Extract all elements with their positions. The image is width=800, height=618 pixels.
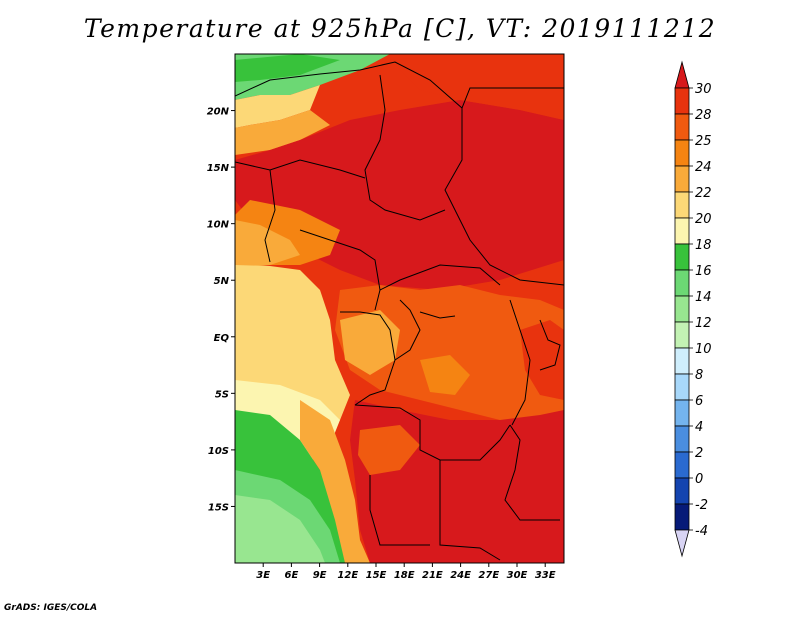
x-tick-label: 6E [285,570,299,581]
chart-title: Temperature at 925hPa [C], VT: 201911121… [83,14,717,43]
colorbar-swatch [674,295,690,323]
colorbar-label: -4 [695,524,708,539]
colorbar-label: 25 [695,134,712,149]
colorbar-swatch [674,217,690,245]
plot-frame [234,53,565,564]
northeast-zone [390,54,564,120]
coastal-amber-strip [300,400,370,563]
x-tick-label: 12E [337,570,358,581]
colorbar-swatch [674,113,690,141]
colorbar-label: 24 [695,160,712,175]
colorbar-label: 18 [695,238,712,253]
y-axis: 20N 15N 10N 5N EQ 5S 10S 15S [207,107,235,513]
colorbar-label: 12 [695,316,712,331]
colorbar-label: 2 [695,446,703,461]
x-tick-label: 27E [478,570,499,581]
colorbar-label: 4 [695,420,703,435]
east-africa-zone [520,320,564,400]
colorbar-swatch [674,165,690,193]
x-tick-label: 18E [394,570,415,581]
y-tick-label: 15N [207,163,230,174]
x-tick-label: 30E [507,570,528,581]
country-borders [235,61,564,561]
y-tick-label: 15S [208,502,229,513]
colorbar-swatch [674,60,690,89]
west-coast-amber [235,220,300,268]
colorbar-label: 0 [695,472,703,487]
colorbar-swatch [674,425,690,453]
temperature-map [235,54,564,563]
x-tick-label: 15E [366,570,387,581]
colorbar-swatch [674,191,690,219]
south-atlantic-pale [235,495,325,563]
colorbar-label: 10 [695,342,712,357]
north-orange-band [235,110,330,155]
y-tick-label: 5N [214,276,230,287]
angola-zambia-hot-zone [350,400,564,563]
colorbar-swatch [674,347,690,375]
y-tick-label: 10S [208,446,229,457]
north-warm-band [235,85,320,128]
y-tick-label: 10N [207,220,230,231]
y-tick-label: 5S [215,389,229,400]
colorbar-swatch [674,243,690,271]
colorbar-label: 14 [695,290,712,305]
colorbar-label: 8 [695,368,703,383]
colorbar-label: 30 [695,82,712,97]
colorbar-label: 22 [695,186,712,201]
colorbar-swatch [674,503,690,531]
colorbar-swatch [674,139,690,167]
angola-orange-patch [358,425,420,475]
colorbar-swatch [674,373,690,401]
y-tick-label: 20N [207,107,230,118]
colorbar-swatch [674,451,690,479]
colorbar-label: 28 [695,108,712,123]
congo-basin-zone [335,285,564,420]
gabon-amber-zone [340,310,400,375]
colorbar-label: -2 [695,498,708,513]
central-orange-patch [420,355,470,395]
north-cold-core [235,54,340,82]
colorbar-swatch [674,321,690,349]
y-tick-label: EQ [214,333,230,344]
x-tick-label: 3E [256,570,270,581]
colorbar-swatch [674,477,690,505]
colorbar-swatch [674,399,690,427]
colorbar-label: 6 [695,394,703,409]
x-tick-label: 9E [313,570,327,581]
colorbar-label: 20 [695,212,712,227]
footer-credit: GrADS: IGES/COLA [4,603,98,613]
x-axis: 3E 6E 9E 12E 15E 18E 21E 24E 27E 30E 33E [256,563,556,581]
colorbar-swatch [674,529,690,558]
x-tick-label: 21E [422,570,443,581]
colorbar-label: 16 [695,264,712,279]
colorbar-swatch [674,269,690,297]
x-tick-label: 33E [535,570,556,581]
colorbar-swatch [674,87,690,115]
x-tick-label: 24E [450,570,471,581]
